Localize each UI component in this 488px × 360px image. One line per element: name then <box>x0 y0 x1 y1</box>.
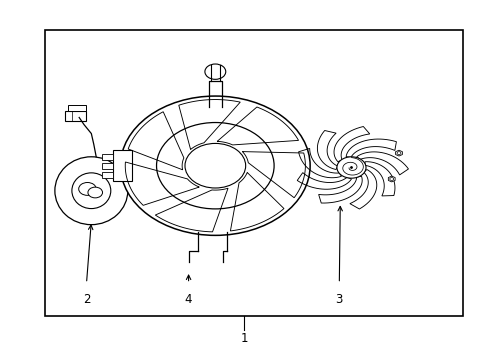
Text: 3: 3 <box>335 293 342 306</box>
Text: 4: 4 <box>184 293 192 306</box>
Bar <box>68 105 85 111</box>
Circle shape <box>389 177 393 180</box>
Circle shape <box>336 157 365 178</box>
Bar <box>45 30 462 316</box>
Ellipse shape <box>72 173 111 208</box>
Circle shape <box>184 143 245 188</box>
Bar <box>113 150 132 181</box>
Circle shape <box>156 122 274 209</box>
Text: 2: 2 <box>82 293 90 306</box>
Circle shape <box>396 152 400 154</box>
Bar <box>102 163 113 169</box>
Bar <box>102 172 113 178</box>
Text: 1: 1 <box>240 332 248 345</box>
Bar <box>64 111 86 121</box>
Ellipse shape <box>55 157 127 225</box>
Circle shape <box>204 64 225 79</box>
Circle shape <box>120 96 309 235</box>
Circle shape <box>79 183 96 195</box>
Circle shape <box>88 187 102 198</box>
Bar <box>102 154 113 160</box>
